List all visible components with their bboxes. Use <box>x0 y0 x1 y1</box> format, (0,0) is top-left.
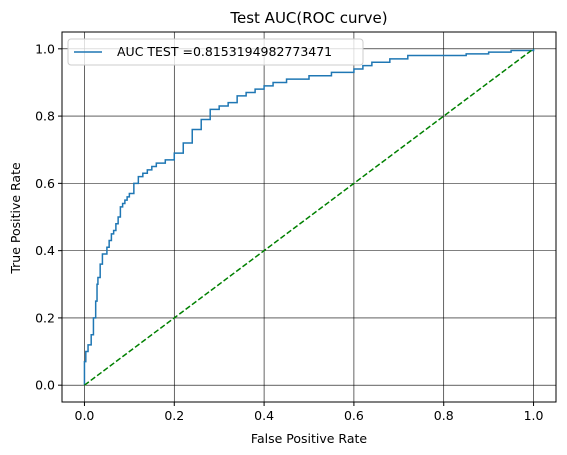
y-tick-label: 0.8 <box>35 109 55 124</box>
chance-diagonal-line <box>84 48 534 386</box>
y-tick-label: 0.0 <box>35 378 55 393</box>
series-layer <box>83 48 535 386</box>
x-tick-label: 0.8 <box>434 408 454 423</box>
y-axis-ticks: 0.0 0.2 0.4 0.6 0.8 1.0 <box>35 41 62 393</box>
roc-curve-line <box>83 48 535 386</box>
x-axis-ticks: 0.0 0.2 0.4 0.6 0.8 1.0 <box>75 402 544 423</box>
x-tick-label: 0.2 <box>164 408 184 423</box>
y-tick-label: 0.4 <box>35 243 55 258</box>
legend: AUC TEST =0.8153194982773471 <box>67 38 364 66</box>
x-tick-label: 0.6 <box>344 408 364 423</box>
x-tick-label: 0.0 <box>75 408 95 423</box>
x-axis-label: False Positive Rate <box>251 431 367 446</box>
legend-label: AUC TEST =0.8153194982773471 <box>117 44 332 59</box>
x-tick-label: 0.4 <box>254 408 274 423</box>
y-tick-label: 0.6 <box>35 176 55 191</box>
y-tick-label: 1.0 <box>35 41 55 56</box>
legend-box <box>67 38 364 66</box>
x-tick-label: 1.0 <box>524 408 544 423</box>
plot-area-frame <box>61 31 557 403</box>
chart-title: Test AUC(ROC curve) <box>229 9 387 27</box>
y-tick-label: 0.2 <box>35 310 55 325</box>
y-axis-label: True Positive Rate <box>8 162 23 275</box>
